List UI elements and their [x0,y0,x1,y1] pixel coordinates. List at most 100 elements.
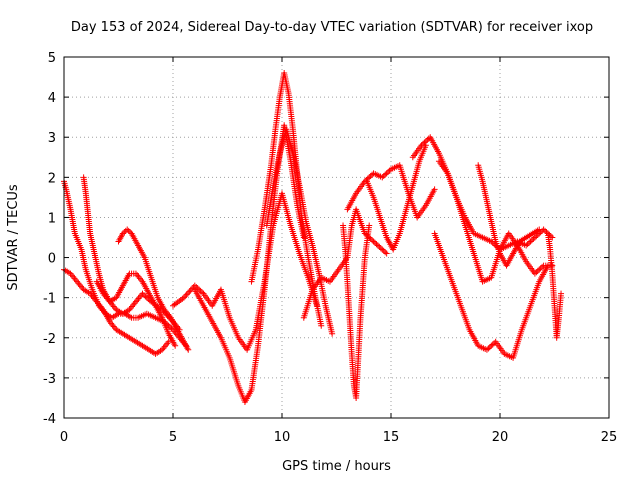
data-point [382,171,389,178]
data-point [546,231,553,238]
series-track-03 [115,226,192,353]
data-point [431,186,438,193]
y-tick-label: 5 [48,51,56,66]
plot-frame [63,56,610,419]
data-point [366,222,373,229]
data-point [127,229,134,236]
data-point [530,235,537,242]
data-point [489,239,496,246]
data-point [422,138,429,145]
data-point [199,289,206,296]
data-point [488,342,495,349]
data-point [379,246,386,253]
data-point [383,170,390,177]
data-point [537,265,544,272]
data-point [536,266,543,273]
data-point [537,229,544,236]
series-track-11 [340,222,373,401]
data-point [531,234,538,241]
series-track-04 [61,266,172,357]
data-point [139,290,146,297]
data-point [419,140,426,147]
data-point [386,167,393,174]
data-point [527,238,534,245]
data-point [539,263,546,270]
data-point [536,226,543,233]
data-point [380,247,387,254]
data-point [534,267,541,274]
data-point [318,322,325,329]
data-point [143,294,150,301]
y-tick-label: 4 [48,91,56,106]
data-point [372,239,379,246]
data-point [140,291,147,298]
data-point [367,172,374,179]
y-tick-label: -2 [43,332,56,347]
x-tick-label: 20 [492,430,509,445]
series-track-16 [435,158,556,285]
x-tick-label: 0 [60,430,68,445]
data-point [172,342,179,349]
y-tick-label: 2 [48,171,56,186]
data-point [380,172,387,179]
data-point [373,241,380,248]
grid [64,57,609,418]
data-point [424,136,431,143]
data-point [119,230,126,237]
data-point [533,269,540,276]
x-tick-label: 5 [169,430,177,445]
data-point [485,345,492,352]
data-point [486,344,493,351]
y-axis-label: SDTVAR / TECUs [6,184,21,291]
y-tick-label: -1 [43,292,56,307]
y-tick-label: 1 [48,211,56,226]
data-point [382,249,389,256]
data-point [361,230,368,237]
chart-title: Day 153 of 2024, Sidereal Day-to-day VTE… [71,20,593,35]
data-point [367,235,374,242]
data-point [421,139,428,146]
data-point [523,242,530,249]
data-point [524,241,531,248]
series-track-17 [475,162,543,269]
x-tick-label: 15 [383,430,400,445]
series-track-10 [300,206,390,321]
series-track-07 [191,122,307,405]
data-point [418,142,425,149]
data-point [366,174,373,181]
y-tick-label: 3 [48,131,56,146]
data-point [370,238,377,245]
data-point [379,174,386,181]
plot-area [61,70,565,405]
y-tick-label: 0 [48,252,56,267]
data-point [300,234,307,241]
data-point [558,290,565,297]
data-point [374,242,381,249]
data-point [125,227,132,234]
data-point [377,245,384,252]
data-point [167,324,174,331]
series-track-12 [344,162,438,221]
series-track-18 [544,230,565,341]
data-point [185,346,192,353]
data-point [385,168,392,175]
data-point [542,227,549,234]
data-point [528,237,535,244]
x-tick-label: 10 [274,430,291,445]
data-point [543,229,550,236]
data-point [363,177,370,184]
data-point [531,270,538,277]
data-point [526,239,533,246]
data-point [124,226,131,233]
data-point [142,293,149,300]
series-track-09 [263,126,336,337]
data-point [121,229,128,236]
y-tick-label: -4 [43,412,56,427]
x-axis-label: GPS time / hours [282,459,391,474]
data-point [489,341,496,348]
data-point [329,330,336,337]
series-track-05 [93,270,179,349]
data-point [483,346,490,353]
